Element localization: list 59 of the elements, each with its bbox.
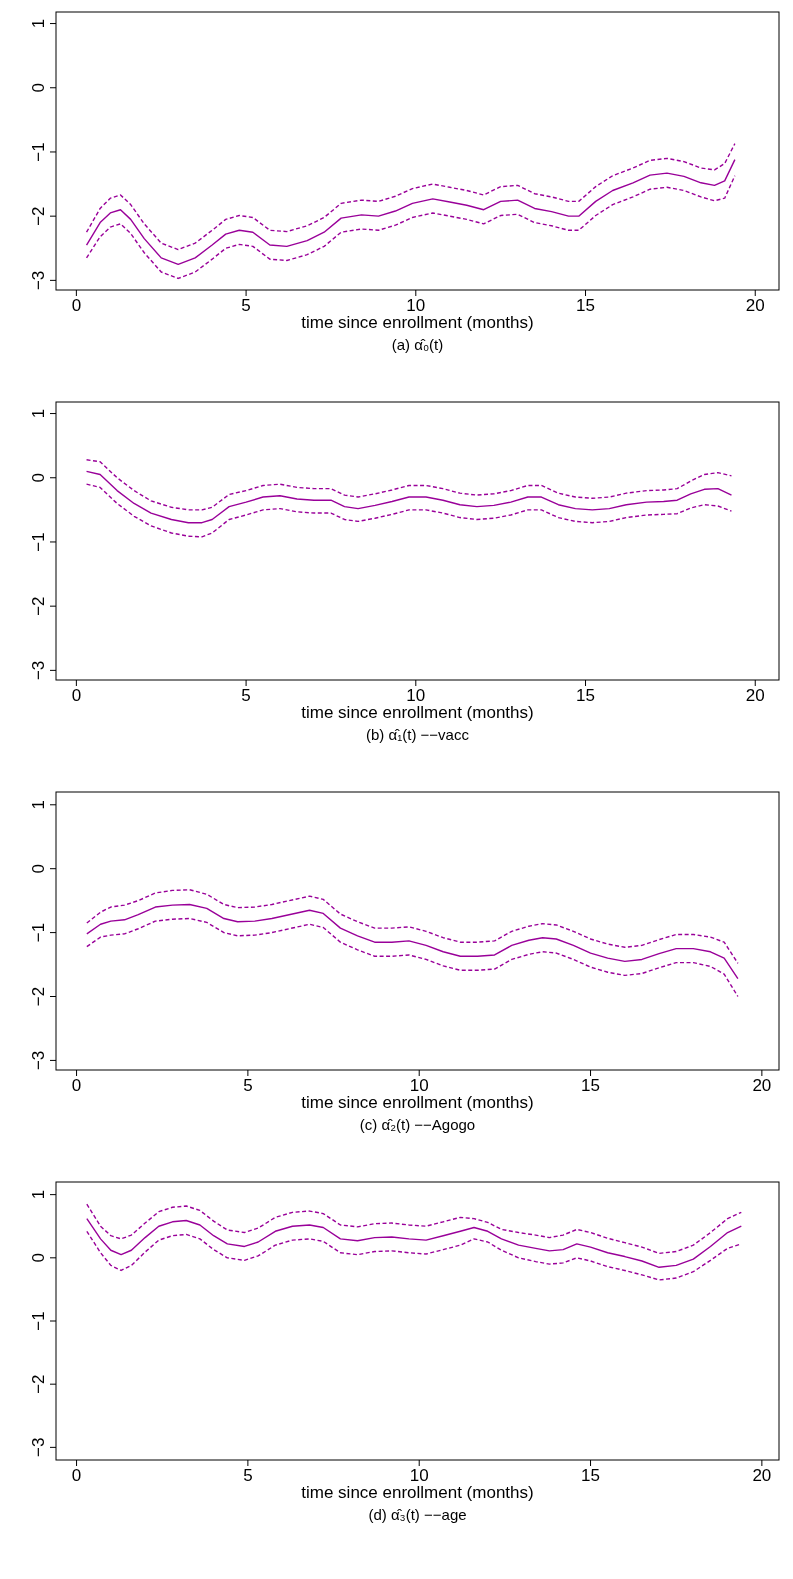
x-axis-title: time since enrollment (months) bbox=[301, 1483, 534, 1502]
y-tick-label: −2 bbox=[29, 596, 48, 616]
x-tick-label: 10 bbox=[409, 1466, 429, 1485]
x-tick-label: 15 bbox=[576, 296, 595, 315]
text: (a) α̂₀(t) bbox=[391, 336, 444, 353]
x-tick-label: 10 bbox=[406, 686, 426, 705]
y-tick-label: −1 bbox=[29, 922, 48, 943]
line-series bbox=[86, 917, 739, 998]
text: (d) α̂₃(t) −−age bbox=[368, 1506, 467, 1523]
x-tick-label: 0 bbox=[71, 1076, 82, 1095]
x-tick-label: 5 bbox=[243, 1466, 253, 1485]
line-series bbox=[85, 459, 733, 511]
y-tick-label: 0 bbox=[29, 1253, 48, 1263]
line-series bbox=[85, 483, 733, 538]
y-tick-label: −1 bbox=[29, 1311, 48, 1331]
y-tick-label: 0 bbox=[29, 863, 48, 874]
x-tick-label: 0 bbox=[71, 686, 82, 705]
y-tick-label: −3 bbox=[29, 1050, 48, 1071]
text: (b) α̂₁(t) −−vacc bbox=[366, 726, 470, 743]
line-series bbox=[86, 889, 739, 964]
y-tick-label: −2 bbox=[29, 986, 48, 1007]
line-series bbox=[85, 470, 733, 524]
x-axis-title: time since enrollment (months) bbox=[301, 313, 534, 332]
x-tick-label: 20 bbox=[752, 1076, 772, 1095]
y-tick-label: 0 bbox=[29, 83, 48, 93]
x-axis-title: time since enrollment (months) bbox=[301, 703, 534, 722]
text: (c) α̂₂(t) −−Agogo bbox=[359, 1116, 476, 1133]
x-tick-label: 0 bbox=[71, 296, 82, 315]
y-tick-label: 1 bbox=[29, 1189, 48, 1200]
x-tick-label: 5 bbox=[241, 296, 251, 315]
line-series bbox=[85, 158, 736, 266]
line-series bbox=[86, 1203, 743, 1255]
x-tick-label: 15 bbox=[581, 1466, 600, 1485]
line-series bbox=[85, 142, 736, 251]
y-tick-label: −1 bbox=[29, 532, 48, 552]
y-tick-label: −3 bbox=[29, 1437, 48, 1458]
x-tick-label: 5 bbox=[241, 686, 251, 705]
x-tick-label: 0 bbox=[71, 1466, 82, 1485]
y-tick-label: −2 bbox=[29, 206, 48, 226]
y-tick-label: −3 bbox=[29, 660, 48, 681]
x-tick-label: 15 bbox=[576, 686, 595, 705]
x-tick-label: 20 bbox=[745, 686, 765, 705]
y-tick-label: 1 bbox=[29, 800, 48, 810]
x-tick-label: 20 bbox=[752, 1466, 772, 1485]
x-axis-title: time since enrollment (months) bbox=[301, 1093, 534, 1112]
x-tick-label: 15 bbox=[581, 1076, 600, 1095]
line-series bbox=[85, 175, 736, 280]
x-tick-label: 20 bbox=[745, 296, 765, 315]
y-tick-label: 1 bbox=[29, 18, 48, 29]
y-tick-label: −1 bbox=[29, 142, 48, 162]
line-series bbox=[86, 1217, 743, 1268]
x-tick-label: 5 bbox=[243, 1076, 253, 1095]
y-tick-label: −2 bbox=[29, 1374, 48, 1394]
y-tick-label: −3 bbox=[29, 270, 48, 291]
y-tick-label: 1 bbox=[29, 408, 48, 419]
x-tick-label: 10 bbox=[409, 1076, 429, 1095]
y-tick-label: 0 bbox=[29, 473, 48, 483]
x-tick-label: 10 bbox=[406, 296, 426, 315]
line-series bbox=[86, 903, 739, 980]
